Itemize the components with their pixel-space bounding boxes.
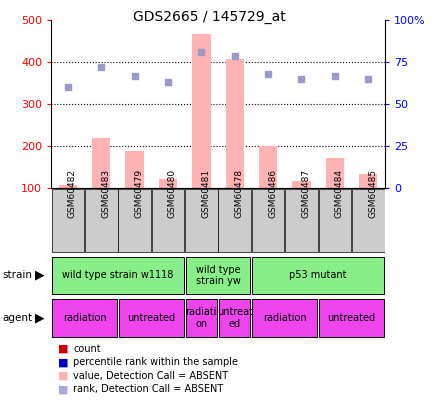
FancyBboxPatch shape: [218, 189, 251, 252]
Text: GSM60486: GSM60486: [268, 169, 277, 218]
FancyBboxPatch shape: [85, 189, 117, 252]
FancyBboxPatch shape: [186, 299, 217, 337]
Text: GSM60480: GSM60480: [168, 169, 177, 218]
FancyBboxPatch shape: [285, 189, 318, 252]
FancyBboxPatch shape: [252, 257, 384, 294]
Bar: [59, 185, 77, 188]
Text: value, Detection Call = ABSENT: value, Detection Call = ABSENT: [73, 371, 229, 381]
Bar: [192, 34, 210, 188]
Text: GSM60482: GSM60482: [68, 169, 77, 218]
FancyBboxPatch shape: [118, 189, 151, 252]
Point: [332, 72, 339, 79]
Text: percentile rank within the sample: percentile rank within the sample: [73, 358, 239, 367]
Text: ■: ■: [58, 384, 69, 394]
FancyBboxPatch shape: [219, 299, 251, 337]
Bar: [226, 59, 244, 188]
FancyBboxPatch shape: [186, 257, 251, 294]
Text: ■: ■: [58, 371, 69, 381]
FancyBboxPatch shape: [185, 189, 218, 252]
Text: strain: strain: [2, 271, 32, 280]
Point: [298, 76, 305, 82]
Bar: [359, 175, 377, 188]
Bar: [159, 179, 177, 188]
FancyBboxPatch shape: [252, 299, 317, 337]
Text: GSM60481: GSM60481: [202, 169, 210, 218]
FancyBboxPatch shape: [252, 189, 284, 252]
Text: GSM60484: GSM60484: [335, 169, 344, 218]
Text: GSM60485: GSM60485: [368, 169, 377, 218]
Bar: [326, 158, 344, 188]
Text: count: count: [73, 344, 101, 354]
Point: [265, 71, 272, 77]
Text: GSM60478: GSM60478: [235, 169, 244, 218]
Bar: [125, 151, 144, 188]
Bar: [259, 146, 277, 188]
Text: ■: ■: [58, 358, 69, 367]
Text: agent: agent: [2, 313, 32, 323]
Text: radiati
on: radiati on: [186, 307, 217, 329]
Text: p53 mutant: p53 mutant: [289, 271, 347, 280]
FancyBboxPatch shape: [52, 299, 117, 337]
Point: [165, 79, 172, 86]
FancyBboxPatch shape: [352, 189, 384, 252]
FancyBboxPatch shape: [119, 299, 184, 337]
Text: untreat
ed: untreat ed: [217, 307, 253, 329]
Point: [231, 52, 239, 59]
FancyBboxPatch shape: [152, 189, 184, 252]
Text: radiation: radiation: [63, 313, 106, 323]
Text: ▶: ▶: [35, 269, 45, 282]
Text: untreated: untreated: [127, 313, 175, 323]
Point: [131, 72, 138, 79]
FancyBboxPatch shape: [52, 189, 84, 252]
Text: GDS2665 / 145729_at: GDS2665 / 145729_at: [133, 10, 286, 24]
Text: ▶: ▶: [35, 311, 45, 324]
FancyBboxPatch shape: [319, 299, 384, 337]
FancyBboxPatch shape: [52, 257, 184, 294]
Point: [198, 49, 205, 55]
Text: GSM60487: GSM60487: [302, 169, 311, 218]
Point: [98, 64, 105, 70]
Text: GSM60483: GSM60483: [101, 169, 110, 218]
Point: [365, 76, 372, 82]
Point: [65, 84, 72, 91]
Bar: [92, 138, 110, 188]
Text: ■: ■: [58, 344, 69, 354]
Text: rank, Detection Call = ABSENT: rank, Detection Call = ABSENT: [73, 384, 224, 394]
Text: wild type
strain yw: wild type strain yw: [196, 264, 240, 286]
Text: GSM60479: GSM60479: [135, 169, 144, 218]
Text: radiation: radiation: [263, 313, 307, 323]
Text: wild type strain w1118: wild type strain w1118: [62, 271, 174, 280]
FancyBboxPatch shape: [319, 189, 351, 252]
Bar: [292, 181, 311, 188]
Text: untreated: untreated: [328, 313, 376, 323]
